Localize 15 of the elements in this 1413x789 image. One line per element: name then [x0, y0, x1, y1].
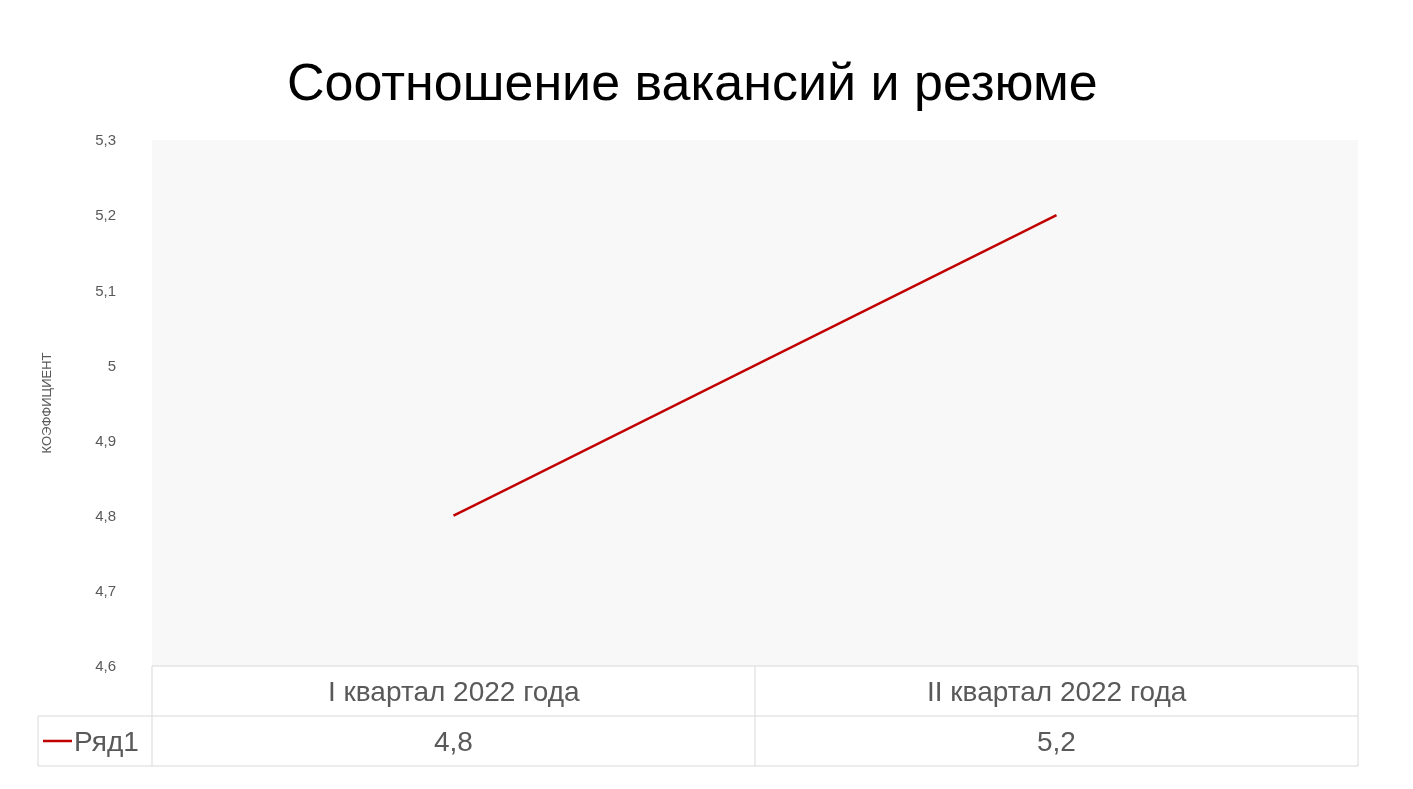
y-tick-label: 4,9	[95, 431, 116, 449]
y-tick-label: 5,1	[95, 281, 116, 299]
y-tick-label: 4,7	[95, 582, 116, 600]
y-tick-label: 4,8	[95, 506, 116, 524]
y-tick-label: 5,3	[95, 131, 116, 149]
y-tick-label: 4,6	[95, 657, 116, 675]
data-label: 5,2	[1037, 726, 1076, 757]
x-tick-label: II квартал 2022 года	[927, 676, 1187, 707]
data-label: 4,8	[434, 726, 473, 757]
y-tick-label: 5,2	[95, 206, 116, 224]
chart-title: Соотношение вакансий и резюме	[287, 53, 1098, 112]
y-axis-title: КОЭФФИЦИЕНТ	[39, 352, 55, 454]
x-tick-label: I квартал 2022 года	[328, 676, 581, 707]
legend-label: Ряд1	[74, 726, 139, 757]
y-tick-label: 5	[107, 356, 116, 374]
